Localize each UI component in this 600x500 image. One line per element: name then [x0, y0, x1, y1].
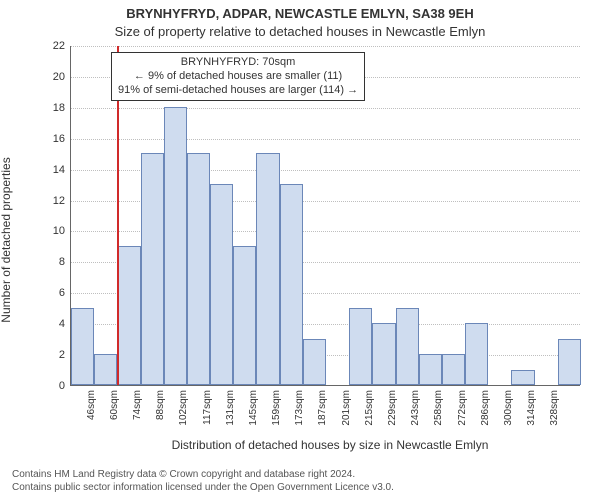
y-tick-label: 16: [37, 133, 65, 145]
x-tick-label: 145sqm: [248, 390, 259, 440]
histogram-bar: [303, 339, 326, 385]
chart-container: BRYNHYFRYD, ADPAR, NEWCASTLE EMLYN, SA38…: [0, 0, 600, 500]
histogram-bar: [419, 354, 442, 385]
histogram-bar: [210, 184, 233, 385]
chart-title-line1: BRYNHYFRYD, ADPAR, NEWCASTLE EMLYN, SA38…: [0, 6, 600, 21]
y-tick-label: 6: [37, 287, 65, 299]
histogram-bar: [280, 184, 303, 385]
y-tick-label: 8: [37, 256, 65, 268]
plot-area: BRYNHYFRYD: 70sqm ← 9% of detached house…: [70, 46, 580, 386]
y-tick-label: 14: [37, 164, 65, 176]
histogram-bar: [164, 107, 187, 385]
x-tick-label: 60sqm: [109, 390, 120, 440]
y-tick-label: 2: [37, 349, 65, 361]
histogram-bar: [558, 339, 581, 385]
x-tick-label: 286sqm: [480, 390, 491, 440]
y-tick-label: 10: [37, 225, 65, 237]
x-tick-label: 102sqm: [178, 390, 189, 440]
y-tick-label: 18: [37, 102, 65, 114]
x-tick-label: 46sqm: [86, 390, 97, 440]
x-tick-label: 272sqm: [457, 390, 468, 440]
histogram-bar: [71, 308, 94, 385]
y-tick-label: 22: [37, 40, 65, 52]
histogram-bar: [511, 370, 534, 385]
histogram-bar: [372, 323, 395, 385]
chart-title-line2: Size of property relative to detached ho…: [0, 24, 600, 39]
histogram-bar: [94, 354, 117, 385]
x-tick-label: 74sqm: [132, 390, 143, 440]
x-tick-label: 258sqm: [433, 390, 444, 440]
x-tick-label: 243sqm: [410, 390, 421, 440]
annotation-line3: 91% of semi-detached houses are larger (…: [118, 84, 358, 98]
histogram-bar: [465, 323, 488, 385]
histogram-bar: [442, 354, 465, 385]
x-tick-label: 187sqm: [317, 390, 328, 440]
gridline: [71, 139, 580, 140]
histogram-bar: [256, 153, 279, 385]
footer-line1: Contains HM Land Registry data © Crown c…: [12, 468, 394, 481]
gridline: [71, 108, 580, 109]
x-tick-label: 201sqm: [341, 390, 352, 440]
x-tick-label: 215sqm: [364, 390, 375, 440]
histogram-bar: [141, 153, 164, 385]
y-tick-label: 12: [37, 195, 65, 207]
histogram-bar: [233, 246, 256, 385]
x-tick-label: 328sqm: [549, 390, 560, 440]
x-tick-label: 300sqm: [503, 390, 514, 440]
histogram-bar: [117, 246, 140, 385]
y-tick-label: 0: [37, 380, 65, 392]
footer-line2: Contains public sector information licen…: [12, 481, 394, 494]
x-tick-label: 131sqm: [225, 390, 236, 440]
histogram-bar: [187, 153, 210, 385]
annotation-line1: BRYNHYFRYD: 70sqm: [118, 56, 358, 70]
histogram-bar: [396, 308, 419, 385]
y-tick-label: 20: [37, 71, 65, 83]
y-axis-label: Number of detached properties: [0, 157, 13, 322]
annotation-box: BRYNHYFRYD: 70sqm ← 9% of detached house…: [111, 52, 365, 101]
gridline: [71, 46, 580, 47]
x-tick-label: 117sqm: [202, 390, 213, 440]
annotation-line2: ← 9% of detached houses are smaller (11): [118, 70, 358, 84]
histogram-bar: [349, 308, 372, 385]
y-tick-label: 4: [37, 318, 65, 330]
x-axis-label: Distribution of detached houses by size …: [80, 438, 580, 452]
footer-attribution: Contains HM Land Registry data © Crown c…: [12, 468, 394, 494]
x-tick-label: 229sqm: [387, 390, 398, 440]
x-tick-label: 173sqm: [294, 390, 305, 440]
x-tick-label: 159sqm: [271, 390, 282, 440]
x-tick-label: 88sqm: [155, 390, 166, 440]
x-tick-label: 314sqm: [526, 390, 537, 440]
